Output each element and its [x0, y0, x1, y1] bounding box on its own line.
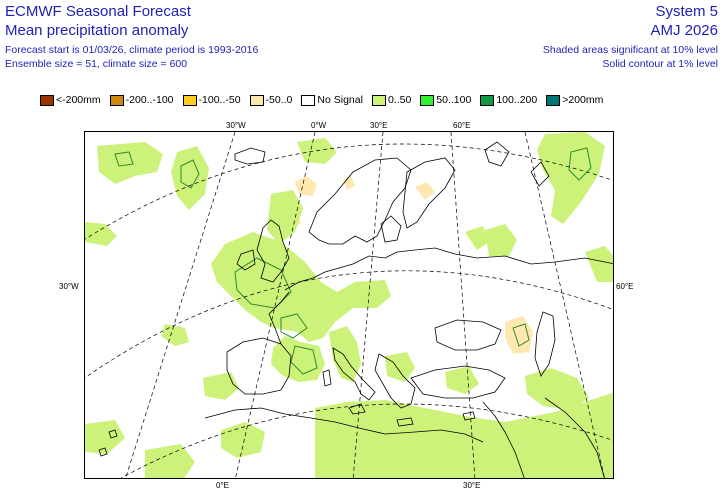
legend-item: -200..-100 [109, 94, 174, 106]
ensemble-info: Ensemble size = 51, climate size = 600 [5, 58, 188, 70]
lat-label-left: 30°W [59, 282, 79, 291]
map-canvas [85, 132, 613, 478]
subtitle-right: AMJ 2026 [650, 22, 718, 39]
legend-item: 0..50 [371, 94, 412, 106]
subtitle-left: Mean precipitation anomaly [5, 22, 189, 39]
legend-item: 50..100 [420, 94, 471, 106]
legend-label: -50..0 [265, 94, 293, 106]
graticule [85, 132, 613, 478]
legend-item: -50..0 [249, 94, 293, 106]
legend-swatch [301, 94, 316, 106]
legend-item: <-200mm [40, 94, 101, 106]
lon-label-bottom-0e: 0°E [216, 481, 229, 490]
legend-swatch [182, 94, 197, 106]
legend-label: -100..-50 [198, 94, 241, 106]
title-right: System 5 [655, 3, 718, 20]
legend-item: >200mm [546, 94, 603, 106]
legend-swatch [420, 94, 435, 106]
wet-anomaly-areas [85, 132, 613, 478]
legend-item: -100..-50 [182, 94, 241, 106]
lon-label-60e: 60°E [453, 121, 471, 130]
legend-swatch [40, 94, 54, 106]
legend-label: <-200mm [56, 94, 101, 106]
legend-swatch [371, 94, 386, 106]
title-left: ECMWF Seasonal Forecast [5, 3, 191, 20]
legend-label: No Signal [317, 94, 363, 106]
legend-swatch [480, 94, 495, 106]
lon-label-0: 0°W [311, 121, 327, 130]
significance-info: Shaded areas significant at 10% level [542, 44, 718, 56]
legend-label: >200mm [562, 94, 604, 106]
lon-label-bottom-30e: 30°E [463, 481, 481, 490]
legend-label: -200..-100 [125, 94, 174, 106]
legend-item: 100..200 [480, 94, 537, 106]
legend-label: 0..50 [387, 94, 412, 106]
forecast-info: Forecast start is 01/03/26, climate peri… [5, 44, 259, 56]
legend-swatch [249, 94, 264, 106]
lon-label-30e: 30°E [370, 121, 388, 130]
legend-label: 100..200 [496, 94, 538, 106]
anomaly-map [84, 131, 614, 479]
coastlines [98, 141, 613, 478]
legend-item: No Signal [301, 94, 363, 106]
lon-label-30w: 30°W [226, 121, 246, 130]
legend-swatch [109, 94, 124, 106]
legend-label: 50..100 [436, 94, 472, 106]
lat-label-right: 60°E [616, 282, 634, 291]
contour-info: Solid contour at 1% level [602, 58, 718, 70]
legend: <-200mm -200..-100 -100..-50 -50..0 No S… [40, 93, 612, 107]
legend-swatch [546, 94, 561, 106]
